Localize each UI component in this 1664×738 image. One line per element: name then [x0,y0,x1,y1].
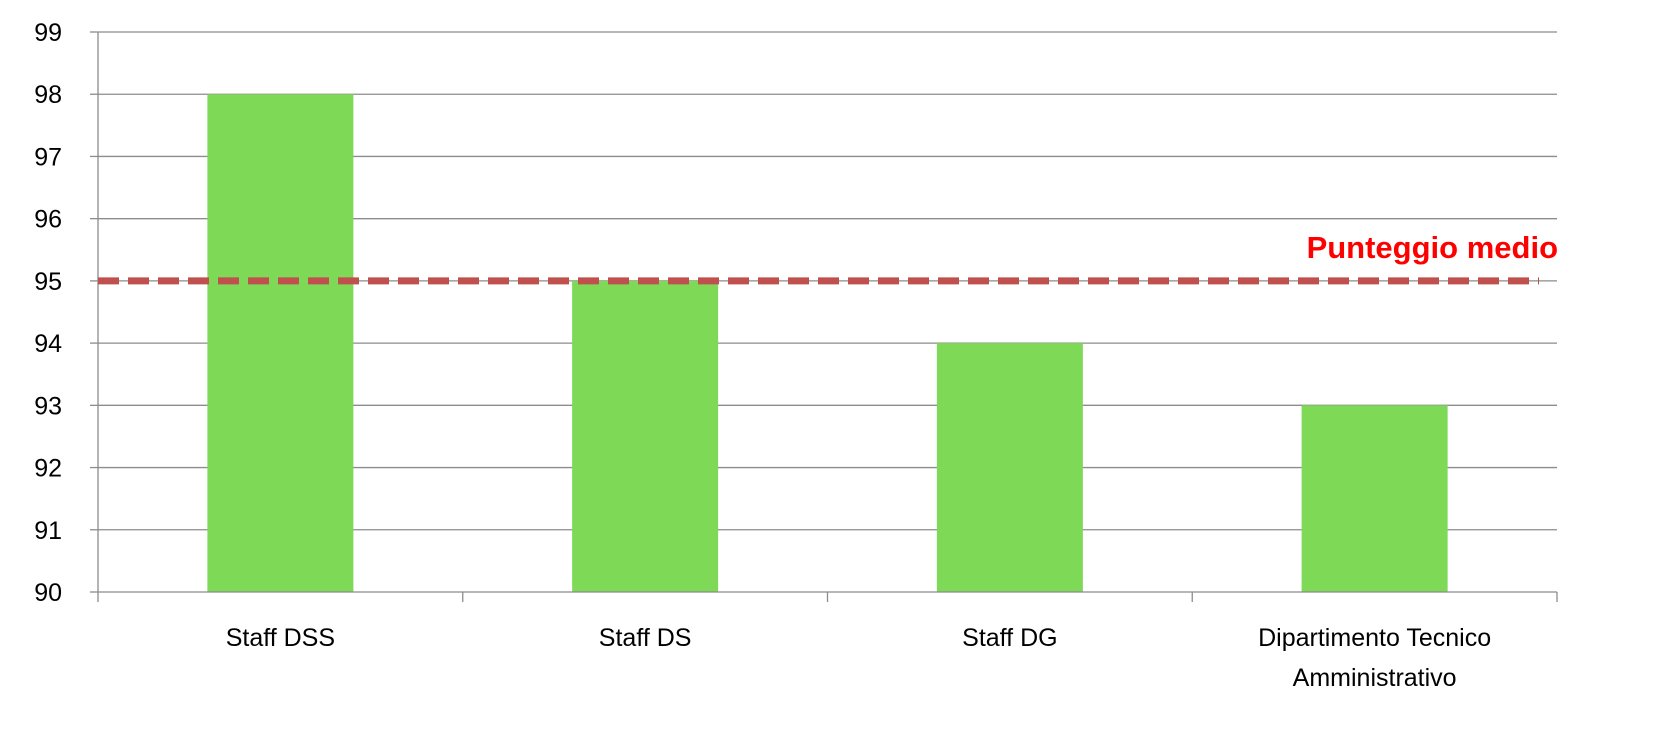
y-tick-labels: 90 91 92 93 94 95 96 97 98 99 [34,19,62,607]
y-tick-label: 94 [34,330,62,358]
y-tick-label: 98 [34,81,62,109]
y-tick-label: 95 [34,268,62,296]
bar [1301,405,1448,592]
y-tick-label: 92 [34,455,62,483]
y-tick-label: 93 [34,392,62,420]
y-tick-label: 91 [34,517,62,545]
reference-line-group: Punteggio medio [98,230,1558,285]
x-tick-label: Staff DG [962,624,1057,652]
axes [90,31,1558,602]
y-tick-label: 96 [34,206,62,234]
x-tick-label: Staff DSS [226,624,335,652]
y-tick-label: 90 [34,579,62,607]
x-tick-labels: Staff DSS Staff DS Staff DG Dipartimento Te… [226,624,1491,692]
y-tick-label: 99 [34,19,62,47]
bars [207,94,1448,592]
reference-line-label: Punteggio medio [1307,230,1558,265]
bar [572,280,719,592]
x-tick-label: Amministrativo [1293,664,1457,692]
bar [207,94,354,592]
bar [936,343,1083,592]
y-tick-label: 97 [34,143,62,171]
x-tick-label: Dipartimento Tecnico [1258,624,1491,652]
x-tick-label: Staff DS [599,624,692,652]
